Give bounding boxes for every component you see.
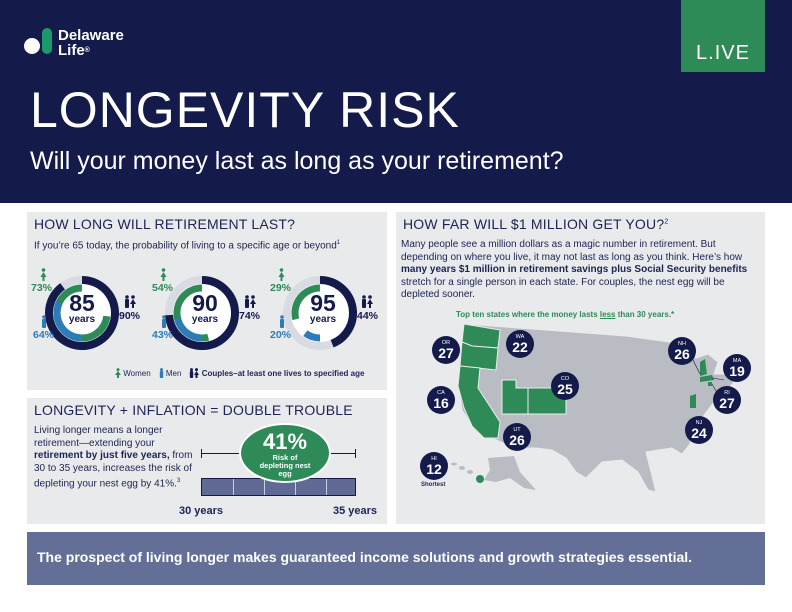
state-circle-ri: RI 27	[713, 386, 741, 414]
man-icon	[159, 368, 163, 378]
pct-women-95: 29%	[270, 282, 292, 294]
hawaii-big-island	[476, 475, 484, 483]
donut-arc-couples	[319, 276, 357, 348]
state-shape-ma	[700, 375, 714, 382]
retirement-panel: HOW LONG WILL RETIREMENT LAST? If you’re…	[27, 212, 387, 390]
legend-men: Men	[159, 368, 181, 378]
delaware-life-logo: Delaware Life®	[24, 28, 124, 58]
inflation-panel: LONGEVITY + INFLATION = DOUBLE TROUBLE L…	[27, 398, 387, 524]
woman-icon	[115, 368, 121, 378]
alaska-shape	[484, 456, 536, 490]
legend-couples: Couples–at least one lives to specified …	[189, 368, 364, 378]
ring-label-85: 85 years	[68, 290, 96, 326]
bracket-right	[355, 449, 356, 458]
state-circle-co: CO 25	[551, 372, 579, 400]
state-shape-nj	[690, 394, 696, 408]
footer-banner: The prospect of living longer makes guar…	[27, 532, 765, 585]
pct-couples-90: 74%	[239, 310, 261, 322]
map-title: HOW FAR WILL $1 MILLION GET YOU?2	[403, 216, 669, 232]
header-banner: Delaware Life® L.IVE LONGEVITY RISK Will…	[0, 0, 792, 203]
bracket-left	[201, 449, 202, 458]
state-circle-ca: CA 16	[427, 386, 455, 414]
couple-icon	[125, 295, 136, 308]
retirement-title: HOW LONG WILL RETIREMENT LAST?	[34, 216, 296, 232]
ring-label-90: 90 years	[191, 290, 219, 326]
hawaii-shape	[451, 462, 457, 466]
pct-men-95: 20%	[270, 329, 292, 341]
donut-arc-men	[53, 300, 83, 342]
man-icon	[162, 315, 166, 328]
pct-women-90: 54%	[152, 282, 174, 294]
pct-men-90: 43%	[152, 329, 174, 341]
retirement-subtitle: If you’re 65 today, the probability of l…	[34, 240, 341, 252]
ring-label-95: 95 years	[309, 290, 337, 326]
shortest-label: Shortest	[421, 482, 446, 488]
pct-couples-95: 44%	[357, 310, 379, 322]
state-shape-or	[459, 341, 499, 371]
state-circle-or: OR 27	[432, 336, 460, 364]
start-years-label: 30 years	[179, 505, 224, 517]
state-shape-ca	[457, 365, 501, 439]
logo-text: Delaware Life®	[58, 27, 124, 59]
map-intro: Many people see a million dollars as a m…	[401, 239, 748, 300]
pct-men-85: 64%	[33, 329, 55, 341]
woman-icon	[40, 268, 47, 281]
state-circle-ut: UT 26	[503, 423, 531, 451]
donut-arc-women	[291, 284, 321, 321]
state-map-panel: HOW FAR WILL $1 MILLION GET YOU?2 Many p…	[396, 212, 765, 524]
woman-icon	[160, 268, 167, 281]
state-circle-ma: MA 19	[723, 354, 751, 382]
couple-icon	[362, 295, 373, 308]
couple-icon	[245, 295, 256, 308]
inflation-title: LONGEVITY + INFLATION = DOUBLE TROUBLE	[34, 402, 353, 418]
hawaii-island	[467, 470, 473, 474]
state-circle-wa: WA 22	[506, 330, 534, 358]
end-years-label: 35 years	[333, 505, 378, 517]
live-logo: L.IVE	[681, 0, 765, 72]
hawaii-island	[459, 466, 465, 470]
pct-couples-85: 90%	[119, 310, 141, 322]
retirement-legend: Women Men Couples–at least one lives to …	[115, 368, 372, 378]
man-icon	[42, 315, 46, 328]
state-circle-nh: NH 26	[668, 337, 696, 365]
page-title: LONGEVITY RISK	[30, 82, 460, 138]
man-icon	[280, 315, 284, 328]
connector-nh	[691, 357, 701, 375]
risk-label: Risk of depleting nest egg	[259, 453, 311, 478]
pct-women-85: 73%	[31, 282, 53, 294]
logo-name-line1: Delaware	[58, 27, 124, 44]
map-note: Top ten states where the money lasts les…	[456, 310, 675, 319]
donut-arc-men	[303, 330, 321, 342]
donut-arc-men	[174, 317, 203, 342]
logo-name-line2: Life	[58, 42, 85, 59]
couple-icon	[190, 368, 200, 378]
retirement-donut-chart	[45, 276, 357, 350]
state-shape-ri	[708, 382, 712, 386]
woman-icon	[278, 268, 285, 281]
legend-women: Women	[115, 368, 151, 378]
state-circle-nj: NJ 24	[685, 416, 713, 444]
connector-ma	[711, 377, 725, 381]
risk-value: 41%	[262, 429, 308, 454]
state-shape-nh	[700, 359, 707, 376]
page-subtitle: Will your money last as long as your ret…	[30, 147, 564, 175]
donut-arc-couples	[165, 276, 239, 350]
delaware-life-mark-icon	[24, 28, 54, 58]
inflation-body: Living longer means a longer retirement—…	[34, 425, 193, 490]
donut-arc-couples	[45, 276, 119, 350]
risk-bubble: 41% Risk of depleting nest egg	[239, 423, 331, 483]
state-circle-hi: HI 12	[420, 452, 448, 480]
